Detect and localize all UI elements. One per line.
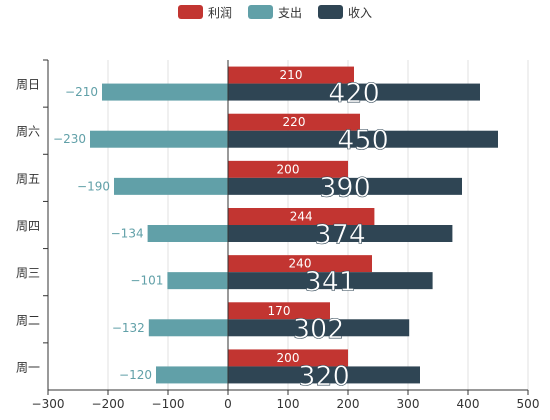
legend-label[interactable]: 利润	[208, 6, 232, 20]
x-tick-label: −200	[92, 397, 125, 411]
bar-profit[interactable]	[228, 66, 354, 84]
bar-profit[interactable]	[228, 160, 348, 178]
x-tick-label: −100	[152, 397, 185, 411]
data-label-income: 450	[337, 125, 389, 156]
legend-item[interactable]: 利润	[178, 5, 232, 20]
bar-expense[interactable]	[167, 272, 228, 290]
legend-swatch[interactable]	[318, 5, 343, 19]
data-label-profit: 210	[280, 68, 303, 82]
category-label: 周三	[16, 266, 40, 280]
bar-profit[interactable]	[228, 302, 330, 320]
data-label-income: 390	[319, 172, 371, 203]
bar-income[interactable]	[228, 272, 433, 290]
category-label: 周二	[16, 313, 40, 327]
legend-label[interactable]: 收入	[348, 6, 372, 20]
data-label-expense: −190	[77, 179, 110, 193]
category-label: 周一	[16, 360, 40, 374]
bar-expense[interactable]	[90, 130, 228, 148]
bar-profit[interactable]	[228, 349, 348, 367]
axes: 周一 周二 周三 周四 周五 周六 周日 −300 −200 −100 0 100 200 300 400 5…	[16, 59, 540, 411]
bar-income[interactable]	[228, 225, 453, 242]
data-label-expense: −230	[53, 132, 86, 146]
x-tick-label: −300	[32, 397, 65, 411]
legend-item[interactable]: 支出	[248, 5, 302, 20]
x-tick-label: 500	[517, 397, 540, 411]
x-tick-label: 100	[277, 397, 300, 411]
bar-income[interactable]	[228, 130, 498, 148]
x-tick-label: 300	[397, 397, 420, 411]
data-label-profit: 200	[277, 351, 300, 365]
bar-expense[interactable]	[147, 225, 228, 242]
bar-profit[interactable]	[228, 113, 360, 131]
data-label-profit: 170	[268, 304, 291, 318]
legend[interactable]: 利润 支出 收入	[178, 5, 372, 20]
data-label-income: 302	[293, 314, 345, 345]
data-label-expense: −120	[119, 368, 152, 382]
category-label: 周六	[16, 125, 40, 139]
bar-income[interactable]	[228, 366, 420, 384]
x-tick-label: 0	[224, 397, 232, 411]
x-tick-label: 400	[457, 397, 480, 411]
data-label-income: 341	[305, 267, 357, 298]
bar-expense[interactable]	[156, 366, 228, 384]
data-label-expense: −101	[130, 274, 163, 288]
category-label: 周四	[16, 219, 40, 233]
data-label-profit: 200	[277, 162, 300, 176]
bar-expense[interactable]	[148, 319, 228, 337]
data-label-profit: 240	[289, 257, 312, 271]
bar-profit[interactable]	[228, 208, 375, 225]
bar-profit[interactable]	[228, 255, 372, 273]
legend-item[interactable]: 收入	[318, 5, 372, 20]
data-label-profit: 220	[283, 115, 306, 129]
data-label-profit: 244	[290, 210, 313, 224]
data-label-expense: −132	[112, 321, 145, 335]
legend-swatch[interactable]	[178, 5, 203, 19]
data-label-expense: −210	[65, 85, 98, 99]
bar-expense[interactable]	[102, 83, 228, 101]
data-label-income: 320	[298, 361, 350, 392]
legend-swatch[interactable]	[248, 5, 273, 19]
bar-income[interactable]	[228, 177, 462, 195]
data-label-income: 420	[328, 78, 380, 109]
bar-income[interactable]	[228, 319, 410, 337]
bar-expense[interactable]	[114, 177, 228, 195]
category-label: 周五	[16, 172, 40, 186]
category-label: 周日	[16, 78, 40, 92]
data-labels: 200 −120 320 170 −132 302 240 −101 341 244 −134 374…	[53, 68, 389, 392]
data-label-income: 374	[314, 220, 366, 251]
bars	[90, 66, 498, 384]
bar-income[interactable]	[228, 83, 480, 101]
x-tick-label: 200	[337, 397, 360, 411]
data-label-expense: −134	[111, 227, 144, 241]
legend-label[interactable]: 支出	[278, 6, 302, 20]
